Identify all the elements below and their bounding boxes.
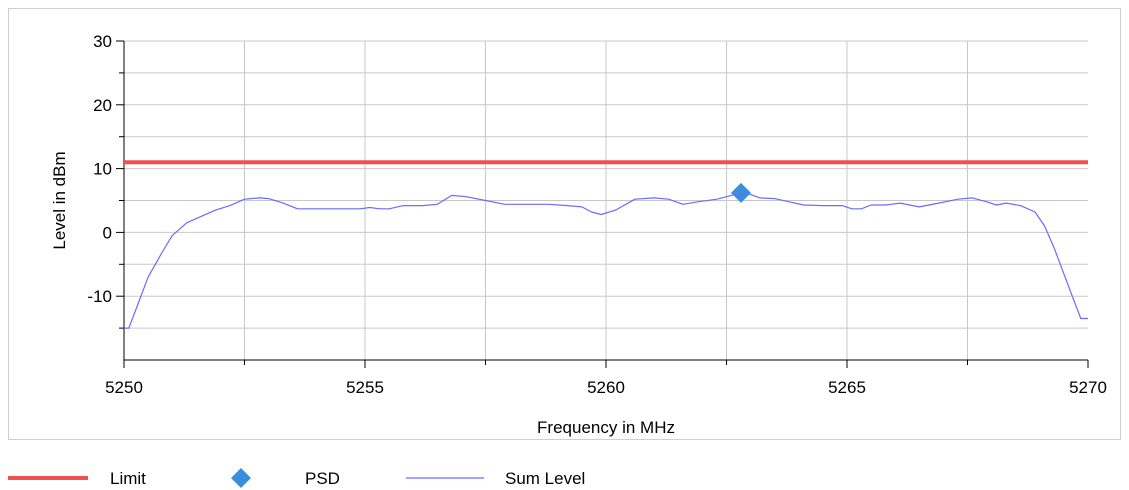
legend-psd-label: PSD: [305, 469, 340, 488]
grid-lines: [124, 40, 1088, 360]
x-tick-label: 5250: [105, 378, 143, 397]
x-axis-title: Frequency in MHz: [537, 418, 675, 437]
x-tick-label: 5260: [587, 378, 625, 397]
y-tick-label: 30: [93, 32, 112, 51]
y-tick-label: 20: [93, 96, 112, 115]
x-tick-label: 5255: [346, 378, 384, 397]
x-tick-label: 5265: [828, 378, 866, 397]
psd-marker: [730, 182, 751, 203]
y-axis-title: Level in dBm: [50, 151, 69, 249]
legend-psd-swatch: [231, 468, 251, 488]
sum-level-line: [124, 192, 1088, 329]
x-tick-label: 5270: [1069, 378, 1107, 397]
legend-sum-level-label: Sum Level: [505, 469, 585, 488]
series-layer: [124, 160, 1088, 329]
legend: Limit PSD Sum Level: [8, 468, 585, 488]
axes: 30 20 10 0 -10 5250 5255 5260 5265 5270: [87, 32, 1106, 397]
legend-limit-label: Limit: [110, 469, 146, 488]
y-tick-label: -10: [87, 287, 112, 306]
y-tick-label: 0: [103, 223, 112, 242]
y-tick-label: 10: [93, 160, 112, 179]
chart-frame: [8, 8, 1121, 440]
